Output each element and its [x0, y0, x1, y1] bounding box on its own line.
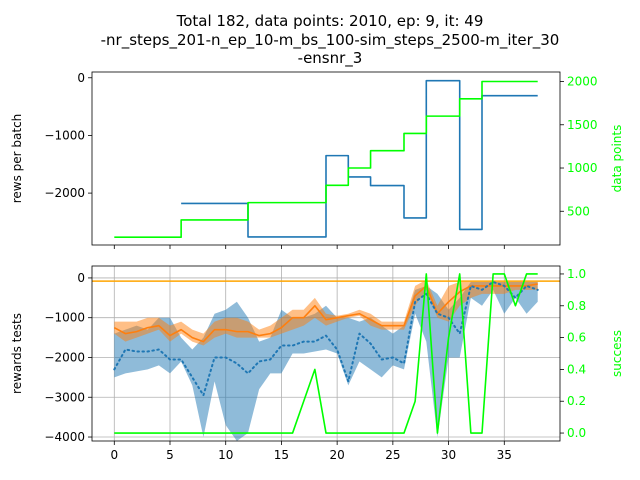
- bottom-axes-frame: [91, 265, 561, 442]
- xtick-label-2: 10: [218, 448, 233, 462]
- bottom-ylabel-right: success: [610, 330, 624, 377]
- bottom-plot-area: [92, 266, 560, 441]
- xtick-label-4: 20: [330, 448, 345, 462]
- bottom-ytick-right-label-1: 0.2: [567, 394, 586, 408]
- bottom-ytick-label-2: −2000: [44, 350, 85, 364]
- xtick-label-6: 30: [441, 448, 456, 462]
- xtick-label-1: 5: [166, 448, 174, 462]
- top-ylabel: rews per batch: [10, 114, 24, 204]
- bottom-ytick-label-4: −4000: [44, 430, 85, 444]
- top-series-green-line: [114, 80, 538, 239]
- bottom-ytick-label-3: −3000: [44, 390, 85, 404]
- top-ytick-label-0: 0: [77, 71, 85, 85]
- top-series-blue-line: [181, 79, 538, 238]
- bottom-panel: 0 −1000 −2000 −3000 −4000 0.0 0.2 0.4 0.6 0.8 1.0 0…: [10, 265, 624, 462]
- bottom-ytick-right-label-0: 0.0: [567, 426, 586, 440]
- bottom-ytick-label-0: 0: [77, 271, 85, 285]
- top-plot-area: [114, 79, 538, 239]
- xtick-label-0: 0: [110, 448, 118, 462]
- bottom-ytick-right-label-3: 0.6: [567, 331, 586, 345]
- top-ytick-right-label-0: 500: [567, 204, 590, 218]
- xtick-label-7: 35: [497, 448, 512, 462]
- top-ytick-right-label-3: 2000: [567, 75, 598, 89]
- title-line-3: -ensnr_3: [298, 49, 363, 68]
- xtick-label-5: 25: [385, 448, 400, 462]
- top-ylabel-right: data points: [610, 125, 624, 193]
- top-ytick-right-label-2: 1500: [567, 118, 598, 132]
- top-ytick-right-label-1: 1000: [567, 161, 598, 175]
- top-ytick-label-1: −1000: [44, 128, 85, 142]
- bottom-ylabel: rewards tests: [10, 313, 24, 394]
- bottom-ytick-right-label-5: 1.0: [567, 267, 586, 281]
- top-axes-frame: [91, 71, 561, 246]
- title-line-1: Total 182, data points: 2010, ep: 9, it:…: [176, 12, 484, 30]
- bottom-ytick-label-1: −1000: [44, 311, 85, 325]
- bottom-ytick-right-label-2: 0.4: [567, 362, 586, 376]
- top-panel: 0 −1000 −2000 500 1000 1500 2000 rews per batch…: [10, 71, 624, 249]
- bottom-ytick-right-label-4: 0.8: [567, 299, 586, 313]
- top-ytick-label-2: −2000: [44, 186, 85, 200]
- xtick-label-3: 15: [274, 448, 289, 462]
- bottom-series-blue-dotted-line: [113, 280, 539, 397]
- bottom-series-orange-line: [113, 283, 538, 343]
- bottom-series-green-line: [114, 273, 538, 434]
- title-line-2: -nr_steps_201-n_ep_10-m_bs_100-sim_steps…: [101, 31, 560, 50]
